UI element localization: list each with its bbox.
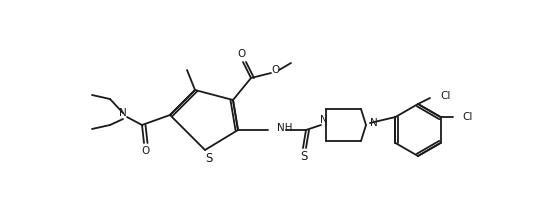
Text: O: O bbox=[237, 49, 245, 59]
Text: Cl: Cl bbox=[462, 112, 473, 122]
Text: O: O bbox=[272, 65, 280, 75]
Text: S: S bbox=[300, 150, 307, 163]
Text: O: O bbox=[141, 146, 149, 156]
Text: N: N bbox=[320, 115, 328, 125]
Text: N: N bbox=[119, 108, 127, 118]
Text: S: S bbox=[206, 153, 213, 166]
Text: Cl: Cl bbox=[440, 91, 450, 101]
Text: NH: NH bbox=[277, 123, 293, 133]
Text: N: N bbox=[370, 118, 378, 128]
